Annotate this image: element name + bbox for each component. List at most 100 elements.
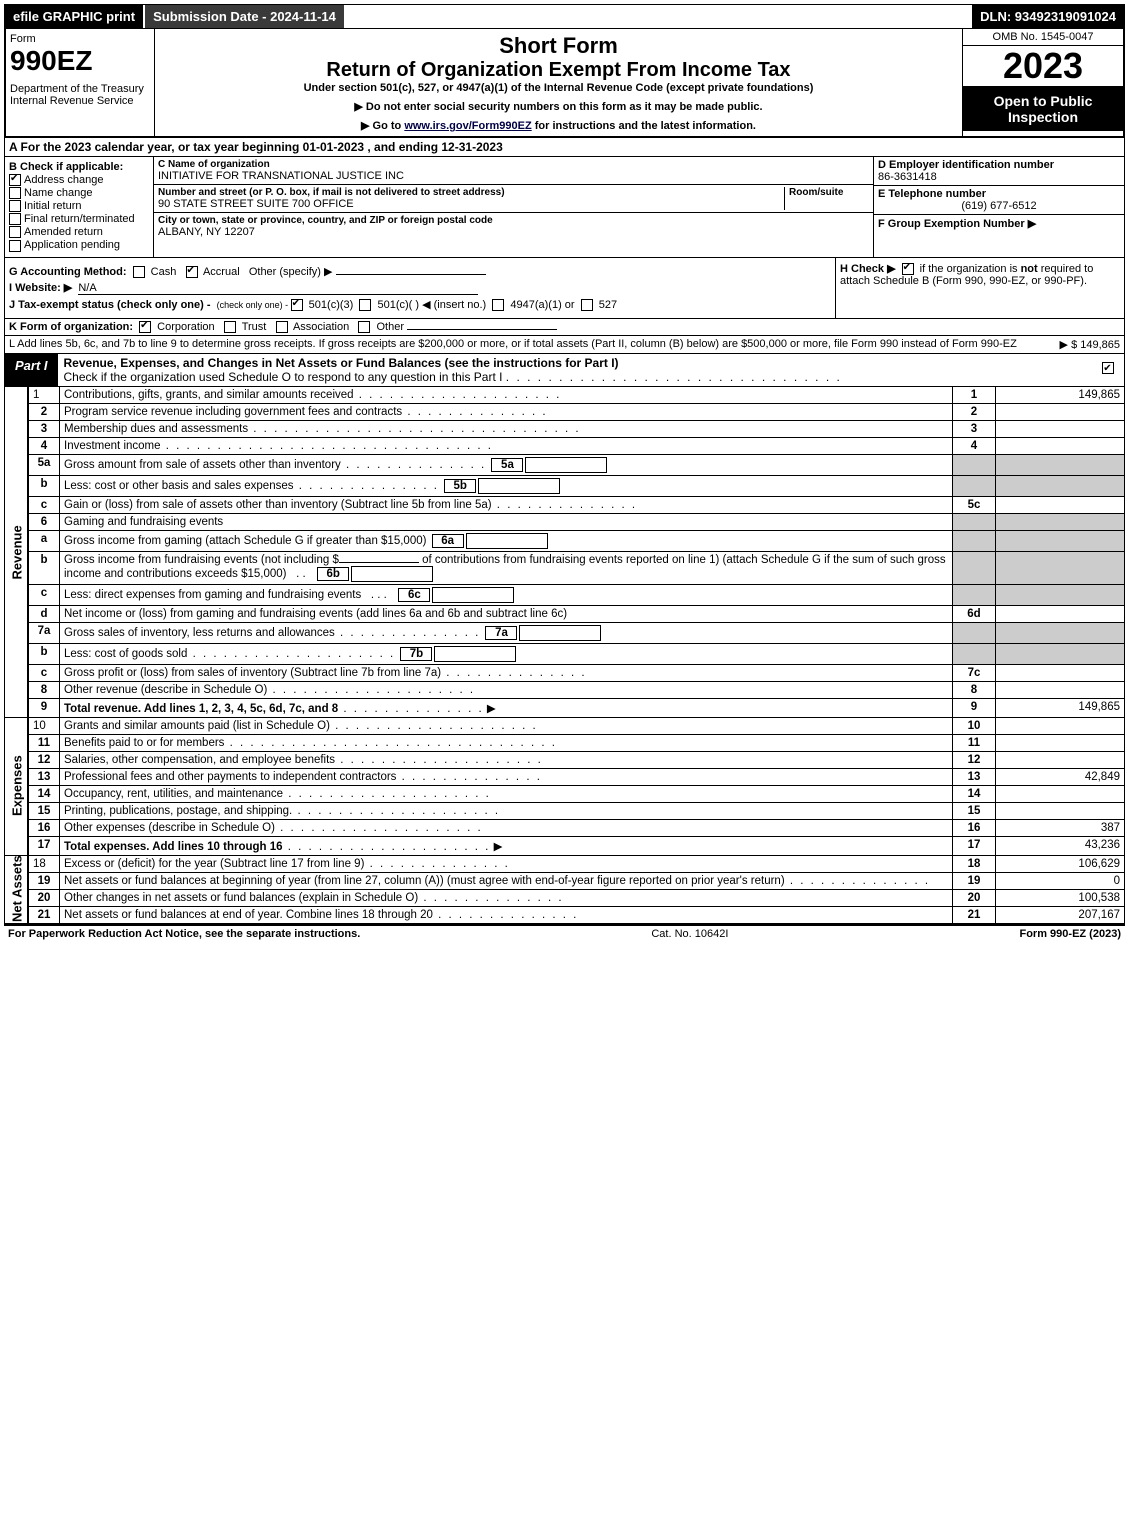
line-18: Net Assets 18 Excess or (deficit) for th… [5, 855, 1125, 872]
line-7c-text: Gross profit or (loss) from sales of inv… [60, 664, 953, 681]
line-15-text: Printing, publications, postage, and shi… [60, 802, 953, 819]
goto-link[interactable]: ▶ Go to www.irs.gov/Form990EZ for instru… [159, 119, 958, 132]
line-9: 9 Total revenue. Add lines 1, 2, 3, 4, 5… [5, 698, 1125, 717]
col-de: D Employer identification number 86-3631… [874, 157, 1124, 257]
line-6d-num: d [28, 605, 60, 622]
line-11-val [996, 734, 1125, 751]
cb-other-org[interactable] [358, 321, 370, 333]
cb-h[interactable] [902, 263, 914, 275]
cb-address-change[interactable]: Address change [9, 174, 149, 186]
c-name-label: C Name of organization [158, 159, 869, 170]
line-6d-text: Net income or (loss) from gaming and fun… [60, 605, 953, 622]
line-6a-gray [953, 530, 996, 551]
e-phone-label: E Telephone number [878, 188, 1120, 200]
line-18-val: 106,629 [996, 855, 1125, 872]
trust-label: Trust [242, 321, 267, 333]
line-20-num: 20 [28, 889, 60, 906]
line-5c-val [996, 496, 1125, 513]
line-10-text: Grants and similar amounts paid (list in… [60, 717, 953, 734]
cb-amended-label: Amended return [24, 226, 103, 238]
cb-501c[interactable] [359, 299, 371, 311]
line-7b-num: b [28, 643, 60, 664]
form-number: 990EZ [10, 45, 150, 77]
line-13-num: 13 [28, 768, 60, 785]
c-city-label: City or town, state or province, country… [158, 215, 869, 226]
line-18-num: 18 [28, 855, 60, 872]
line-14: 14 Occupancy, rent, utilities, and maint… [5, 785, 1125, 802]
cb-trust[interactable] [224, 321, 236, 333]
efile-print-button[interactable]: efile GRAPHIC print [5, 5, 145, 28]
corp-label: Corporation [157, 321, 214, 333]
line-5a-gray [953, 454, 996, 475]
cb-initial-return[interactable]: Initial return [9, 200, 149, 212]
line-7a: 7a Gross sales of inventory, less return… [5, 622, 1125, 643]
line-17-text: Total expenses. Add lines 10 through 16 … [60, 836, 953, 855]
cb-accrual[interactable] [186, 266, 198, 278]
dln-label: DLN: 93492319091024 [972, 5, 1124, 28]
line-11-text: Benefits paid to or for members [60, 734, 953, 751]
line-2-text: Program service revenue including govern… [60, 403, 953, 420]
line-21-num: 21 [28, 906, 60, 923]
line-7a-num: 7a [28, 622, 60, 643]
cb-final-return[interactable]: Final return/terminated [9, 213, 149, 225]
line-5a-boxval [525, 457, 607, 473]
footer-left: For Paperwork Reduction Act Notice, see … [8, 928, 360, 940]
line-6a: a Gross income from gaming (attach Sched… [5, 530, 1125, 551]
line-7b-grayval [996, 643, 1125, 664]
line-3: 3 Membership dues and assessments 3 [5, 420, 1125, 437]
irs-link[interactable]: www.irs.gov/Form990EZ [404, 120, 531, 132]
line-6-num: 6 [28, 513, 60, 530]
cb-initial-return-label: Initial return [24, 200, 81, 212]
section-ghij: G Accounting Method: Cash Accrual Other … [4, 258, 1125, 319]
g-accounting: G Accounting Method: Cash Accrual Other … [9, 265, 831, 278]
cb-corp[interactable] [139, 321, 151, 333]
i-label: I Website: ▶ [9, 282, 72, 294]
line-9-text: Total revenue. Add lines 1, 2, 3, 4, 5c,… [60, 698, 953, 717]
k-line: K Form of organization: Corporation Trus… [4, 319, 1125, 336]
cb-schedule-o[interactable] [1102, 362, 1114, 374]
line-4: 4 Investment income 4 [5, 437, 1125, 454]
line-2-rn: 2 [953, 403, 996, 420]
line-6c-grayval [996, 584, 1125, 605]
omb-number: OMB No. 1545-0047 [963, 29, 1123, 46]
line-5a-box: 5a [491, 458, 523, 472]
tax-year: 2023 [963, 46, 1123, 87]
org-street: 90 STATE STREET SUITE 700 OFFICE [158, 198, 784, 210]
line-5b-gray [953, 475, 996, 496]
checkbox-icon [9, 187, 21, 199]
line-10-num: 10 [28, 717, 60, 734]
line-19-rn: 19 [953, 872, 996, 889]
line-6c-box: 6c [398, 588, 430, 602]
line-7a-box: 7a [485, 626, 517, 640]
under-section-text: Under section 501(c), 527, or 4947(a)(1)… [159, 82, 958, 94]
other-specify-input[interactable] [336, 274, 486, 275]
line-5c-num: c [28, 496, 60, 513]
line-16-text: Other expenses (describe in Schedule O) [60, 819, 953, 836]
f-group-row: F Group Exemption Number ▶ [874, 215, 1124, 232]
cb-cash[interactable] [133, 266, 145, 278]
line-13-val: 42,849 [996, 768, 1125, 785]
checkbox-icon [9, 226, 21, 238]
line-6-grayval [996, 513, 1125, 530]
line-5b-grayval [996, 475, 1125, 496]
line-9-rn: 9 [953, 698, 996, 717]
cb-527[interactable] [581, 299, 593, 311]
netassets-side-label: Net Assets [5, 855, 29, 923]
cb-4947[interactable] [492, 299, 504, 311]
cb-assoc[interactable] [276, 321, 288, 333]
line-20: 20 Other changes in net assets or fund b… [5, 889, 1125, 906]
line-11-num: 11 [28, 734, 60, 751]
part1-label: Part I [5, 354, 58, 386]
part1-check [1094, 354, 1124, 386]
line-14-num: 14 [28, 785, 60, 802]
other-org-input[interactable] [407, 329, 557, 330]
line-6: 6 Gaming and fundraising events [5, 513, 1125, 530]
line-16-rn: 16 [953, 819, 996, 836]
cb-name-change[interactable]: Name change [9, 187, 149, 199]
cb-amended[interactable]: Amended return [9, 226, 149, 238]
line-8-num: 8 [28, 681, 60, 698]
cb-app-pending[interactable]: Application pending [9, 239, 149, 251]
cb-501c3[interactable] [291, 299, 303, 311]
other-org-label: Other [376, 321, 404, 333]
line-7a-gray [953, 622, 996, 643]
